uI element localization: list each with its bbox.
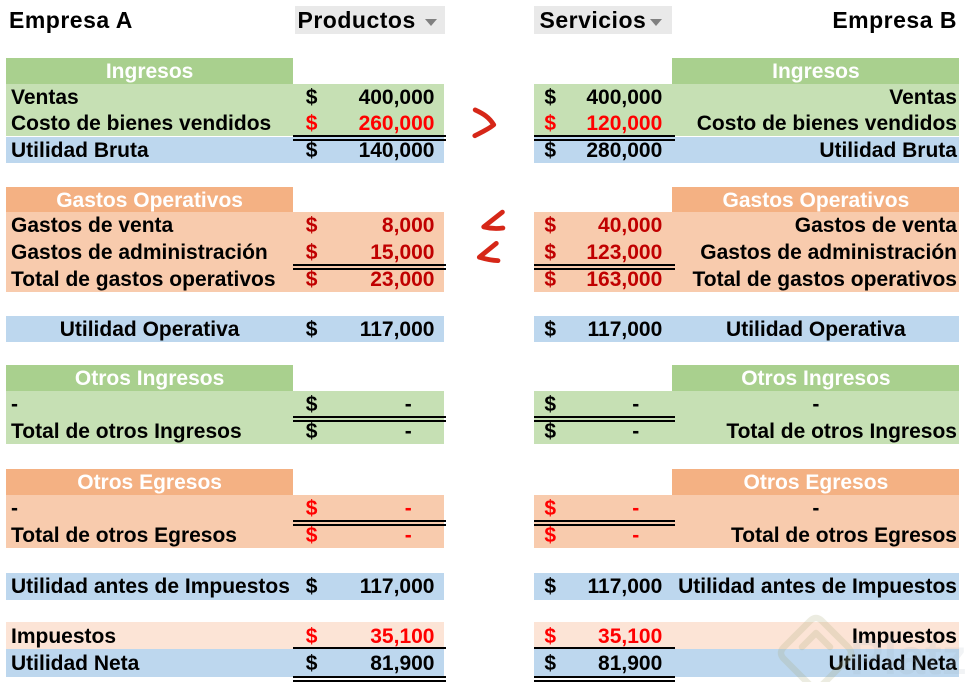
svg-text:Platzi: Platzi xyxy=(850,629,965,682)
